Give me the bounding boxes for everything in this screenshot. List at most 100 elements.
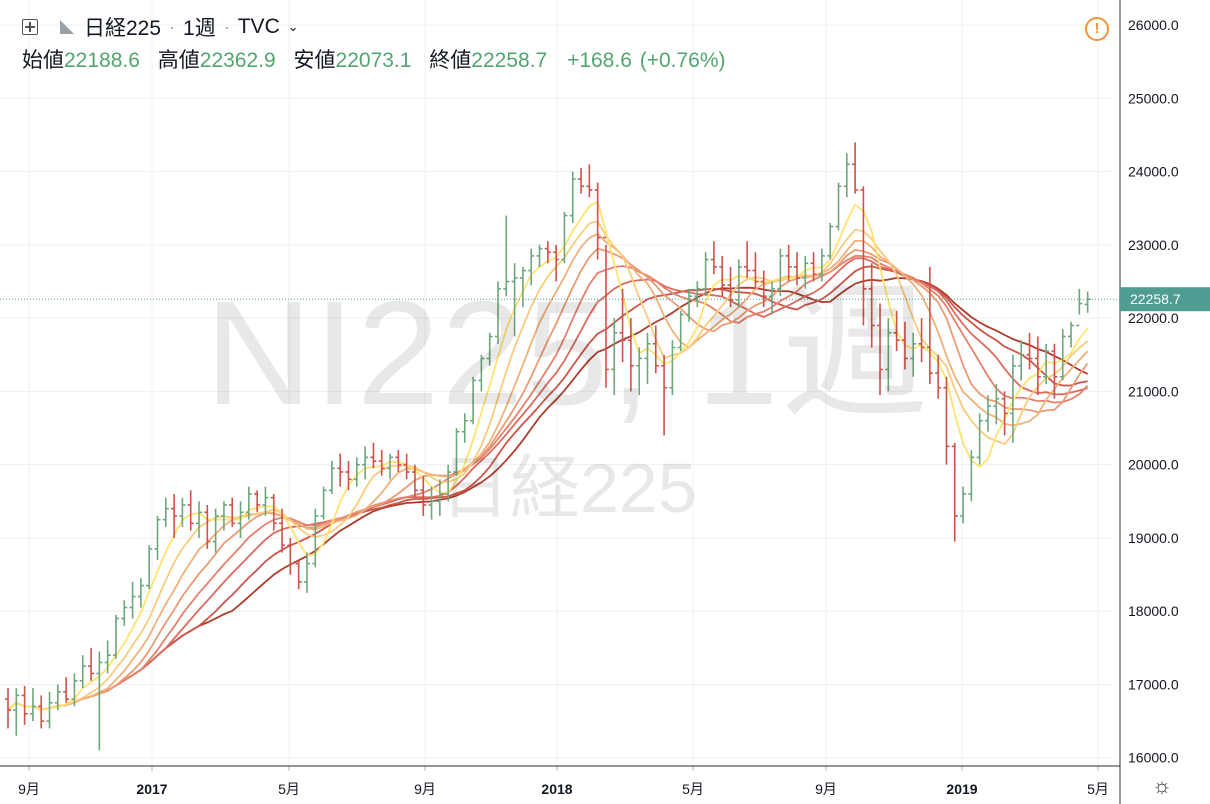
open-value: 22188.6 xyxy=(64,49,140,72)
ohlc-bar xyxy=(960,486,967,524)
ohlc-bar xyxy=(561,211,568,264)
ohlc-bar xyxy=(1034,336,1041,396)
ohlc-bar xyxy=(602,236,609,388)
ohlc-bar xyxy=(204,504,211,549)
ohlc-bar xyxy=(96,651,103,751)
ohlc-bar xyxy=(727,266,734,308)
ohlc-bar xyxy=(984,395,991,432)
ohlc-bar xyxy=(627,318,634,392)
ohlc-bar xyxy=(1059,329,1066,381)
ohlc-bar xyxy=(137,578,144,608)
ohlc-bar xyxy=(877,303,884,396)
ohlc-bar xyxy=(1076,288,1083,327)
y-tick-label: 26000.0 xyxy=(1128,17,1179,33)
interval-label[interactable]: 1週 xyxy=(183,17,216,40)
ohlc-bar xyxy=(553,244,560,282)
y-tick-label: 22000.0 xyxy=(1128,310,1179,326)
ohlc-bar xyxy=(1043,343,1050,385)
symbol-name[interactable]: 日経225 xyxy=(84,17,162,40)
ohlc-bar xyxy=(1018,340,1025,381)
ohlc-bar xyxy=(13,688,20,736)
alert-icon[interactable]: ! xyxy=(1085,17,1109,41)
ohlc-bar xyxy=(5,688,11,729)
ohlc-bar xyxy=(652,325,659,374)
ohlc-bar xyxy=(976,413,983,465)
ohlc-bar xyxy=(752,252,759,289)
ohlc-bar xyxy=(494,281,501,344)
ohlc-bar xyxy=(320,486,327,520)
last-price-label: 22258.7 xyxy=(1130,291,1181,307)
high-value: 22362.9 xyxy=(199,49,276,72)
y-tick-label: 19000.0 xyxy=(1128,530,1179,546)
ohlc-bar xyxy=(644,332,651,385)
ohlc-bar xyxy=(910,332,917,377)
close-label: 終値 xyxy=(429,49,472,72)
y-tick-label: 16000.0 xyxy=(1128,750,1179,766)
y-tick-label: 24000.0 xyxy=(1128,164,1179,180)
x-tick-label: 9月 xyxy=(18,781,40,797)
ohlc-bar xyxy=(702,252,709,297)
change-percent: (+0.76%) xyxy=(639,49,726,72)
x-tick-label: 9月 xyxy=(815,781,837,797)
ohlc-bar xyxy=(104,640,111,674)
ohlc-bar xyxy=(453,428,460,476)
ohlc-bar xyxy=(719,255,726,297)
ohlc-bar xyxy=(885,318,892,392)
ohlc-bar xyxy=(536,244,543,267)
ohlc-bar xyxy=(594,182,601,260)
ohlc-bar xyxy=(893,310,900,352)
ohlc-bar xyxy=(312,508,319,568)
ohlc-bar xyxy=(835,182,842,231)
ohlc-bar xyxy=(353,457,360,487)
legend-header: 日経225 · 1週 · TVC ⌄ 始値22188.6 高値22362.9 安… xyxy=(22,12,726,74)
ohlc-bar xyxy=(411,464,418,498)
ohlc-bar xyxy=(387,453,394,480)
collapse-icon[interactable] xyxy=(22,19,38,35)
ohlc-bar xyxy=(395,450,402,473)
symbol-watermark: NI225, 1週 xyxy=(205,271,931,436)
ohlc-bar xyxy=(686,288,693,322)
close-value: 22258.7 xyxy=(471,49,548,72)
source-label[interactable]: TVC xyxy=(237,15,280,38)
y-tick-label: 25000.0 xyxy=(1128,90,1179,106)
gear-icon[interactable]: ☼ xyxy=(1151,773,1173,798)
ohlc-bar xyxy=(63,677,70,703)
open-label: 始値 xyxy=(22,49,64,72)
high-label: 高値 xyxy=(157,49,200,72)
ohlc-bar xyxy=(511,263,518,337)
ohlc-bar xyxy=(503,215,510,297)
ohlc-bar xyxy=(420,475,427,516)
ohlc-bar xyxy=(611,318,618,396)
chevron-down-icon[interactable]: ⌄ xyxy=(287,19,299,34)
flag-icon[interactable] xyxy=(60,20,74,34)
ohlc-bar xyxy=(935,354,942,399)
ohlc-bar xyxy=(21,685,28,725)
symbol-name-watermark: 日経225 xyxy=(440,449,697,527)
ohlc-bar xyxy=(918,318,925,363)
ohlc-bar xyxy=(694,281,701,308)
ohlc-bar xyxy=(229,497,236,527)
y-tick-label: 23000.0 xyxy=(1128,237,1179,253)
moving-average-line xyxy=(7,254,1089,711)
ohlc-bar xyxy=(362,446,369,480)
ohlc-bar xyxy=(445,464,452,502)
ohlc-bar xyxy=(478,354,485,392)
ohlc-bar xyxy=(785,244,792,282)
ohlc-bar xyxy=(528,248,535,286)
ohlc-bar xyxy=(38,695,45,729)
ohlc-bar xyxy=(470,376,477,425)
ohlc-bar xyxy=(403,453,410,480)
ohlc-bar xyxy=(29,688,36,722)
ohlc-bar xyxy=(619,288,626,363)
ohlc-bar xyxy=(843,153,850,198)
x-tick-label: 2017 xyxy=(136,781,167,797)
ohlc-bar xyxy=(486,332,493,366)
ohlc-bar xyxy=(370,442,377,469)
ohlc-bar xyxy=(337,453,344,487)
ohlc-bar xyxy=(569,171,576,223)
ohlc-bar xyxy=(661,354,668,436)
ohlc-bar xyxy=(295,559,302,590)
ohlc-bar xyxy=(171,493,178,538)
